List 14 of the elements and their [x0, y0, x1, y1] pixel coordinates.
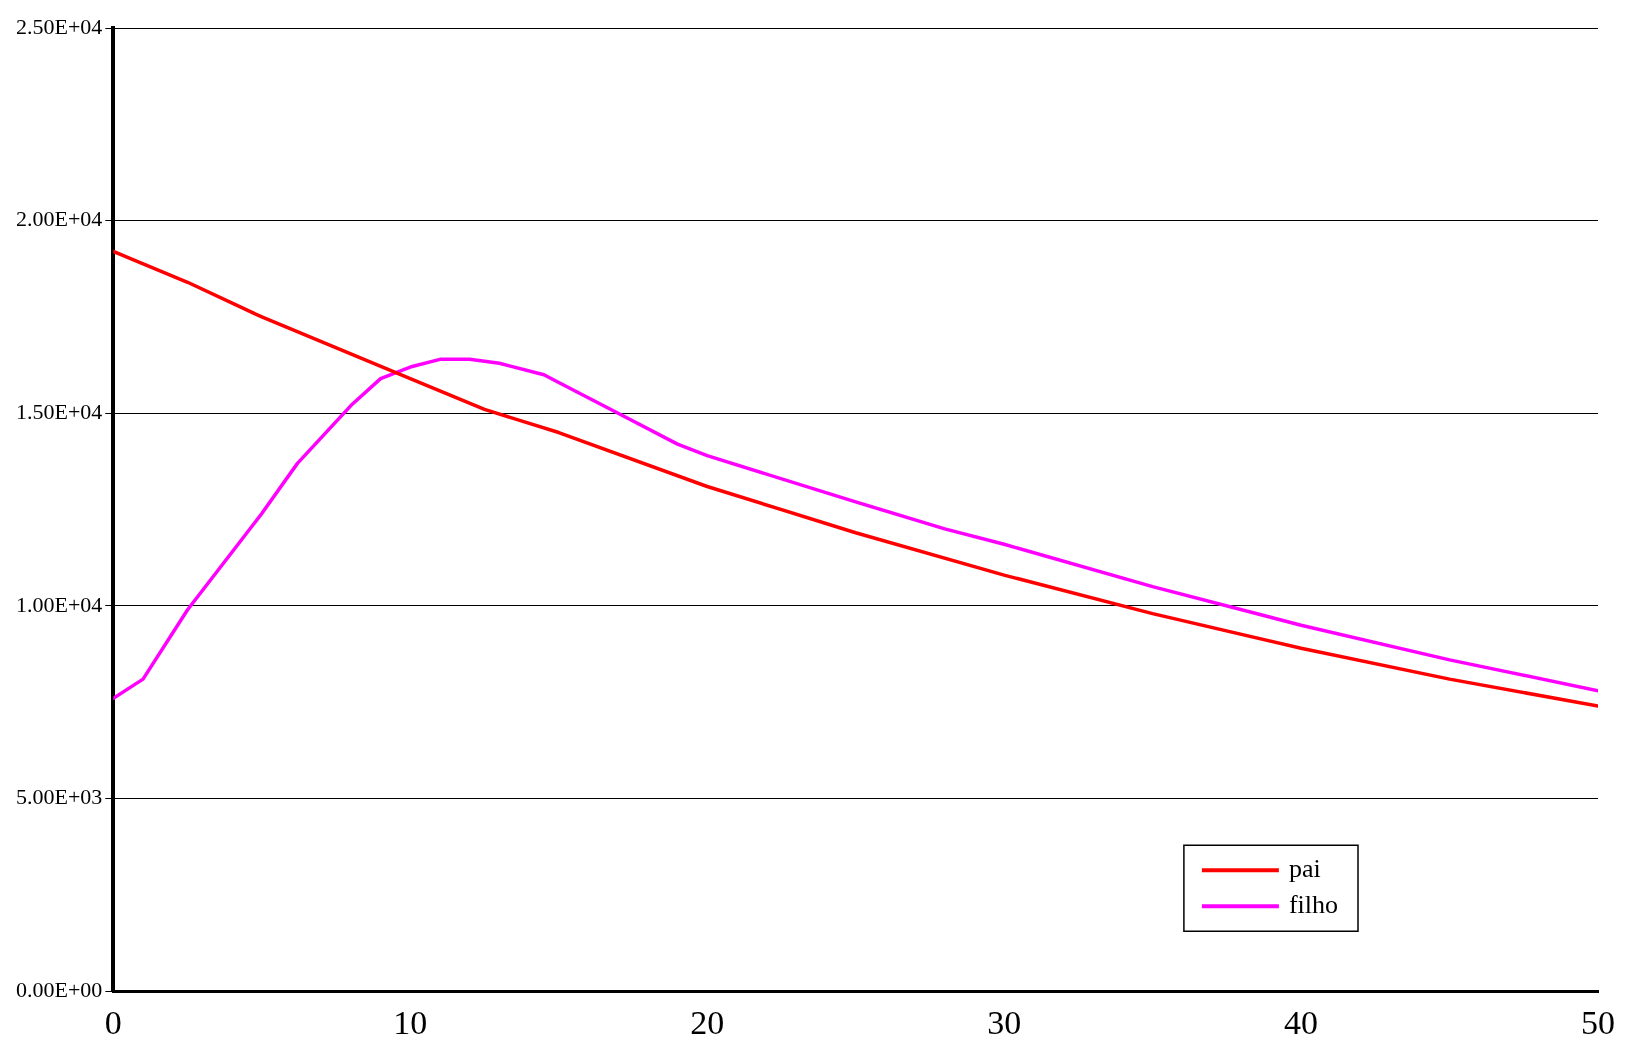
legend-label: filho [1288, 890, 1338, 920]
y-tick-label: 2.50E+04 [15, 13, 103, 39]
y-tick-label: 1.50E+04 [15, 399, 103, 425]
x-tick-label: 10 [393, 1003, 428, 1041]
x-tick-label: 40 [1284, 1003, 1319, 1041]
x-tick-label: 20 [690, 1003, 725, 1041]
y-tick-label: 2.00E+04 [15, 206, 103, 232]
x-tick-label: 0 [104, 1003, 122, 1041]
y-tick-label: 5.00E+03 [15, 784, 103, 810]
x-tick-label: 50 [1581, 1003, 1615, 1041]
y-tick-label: 0.00E+00 [15, 976, 103, 1002]
y-tick-label: 1.00E+04 [15, 591, 103, 617]
x-tick-label: 30 [987, 1003, 1022, 1041]
legend-label: pai [1288, 854, 1321, 884]
